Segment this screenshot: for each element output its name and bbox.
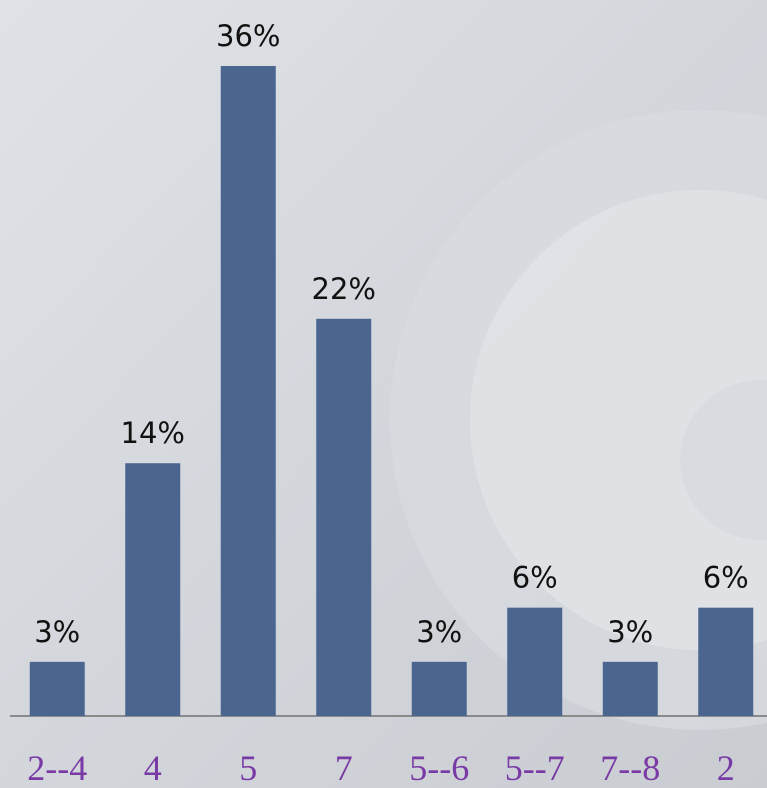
value-label: 3%: [34, 615, 80, 649]
x-tick-label: 7--8: [600, 748, 660, 788]
x-tick-label: 2--4: [27, 748, 87, 788]
bar: [507, 607, 563, 716]
bar: [125, 463, 181, 716]
value-label: 14%: [121, 416, 185, 450]
value-label: 6%: [703, 561, 749, 595]
bar: [316, 318, 372, 716]
bar: [220, 66, 276, 716]
value-label: 3%: [607, 615, 653, 649]
value-label: 22%: [312, 272, 376, 306]
bar: [602, 661, 658, 716]
bar: [29, 661, 85, 716]
bar: [411, 661, 467, 716]
value-label: 6%: [512, 561, 558, 595]
wheel-decoration: [680, 380, 767, 540]
wheel-decoration: [470, 190, 767, 650]
x-tick-label: 7: [335, 748, 353, 788]
x-tick-label: 5--6: [409, 748, 469, 788]
x-tick-label: 5: [239, 748, 257, 788]
value-label: 3%: [416, 615, 462, 649]
x-tick-label: 5--7: [505, 748, 565, 788]
value-label: 36%: [216, 19, 280, 53]
x-tick-label: 2: [717, 748, 735, 788]
x-tick-label: 4: [144, 748, 162, 788]
bar: [698, 607, 754, 716]
